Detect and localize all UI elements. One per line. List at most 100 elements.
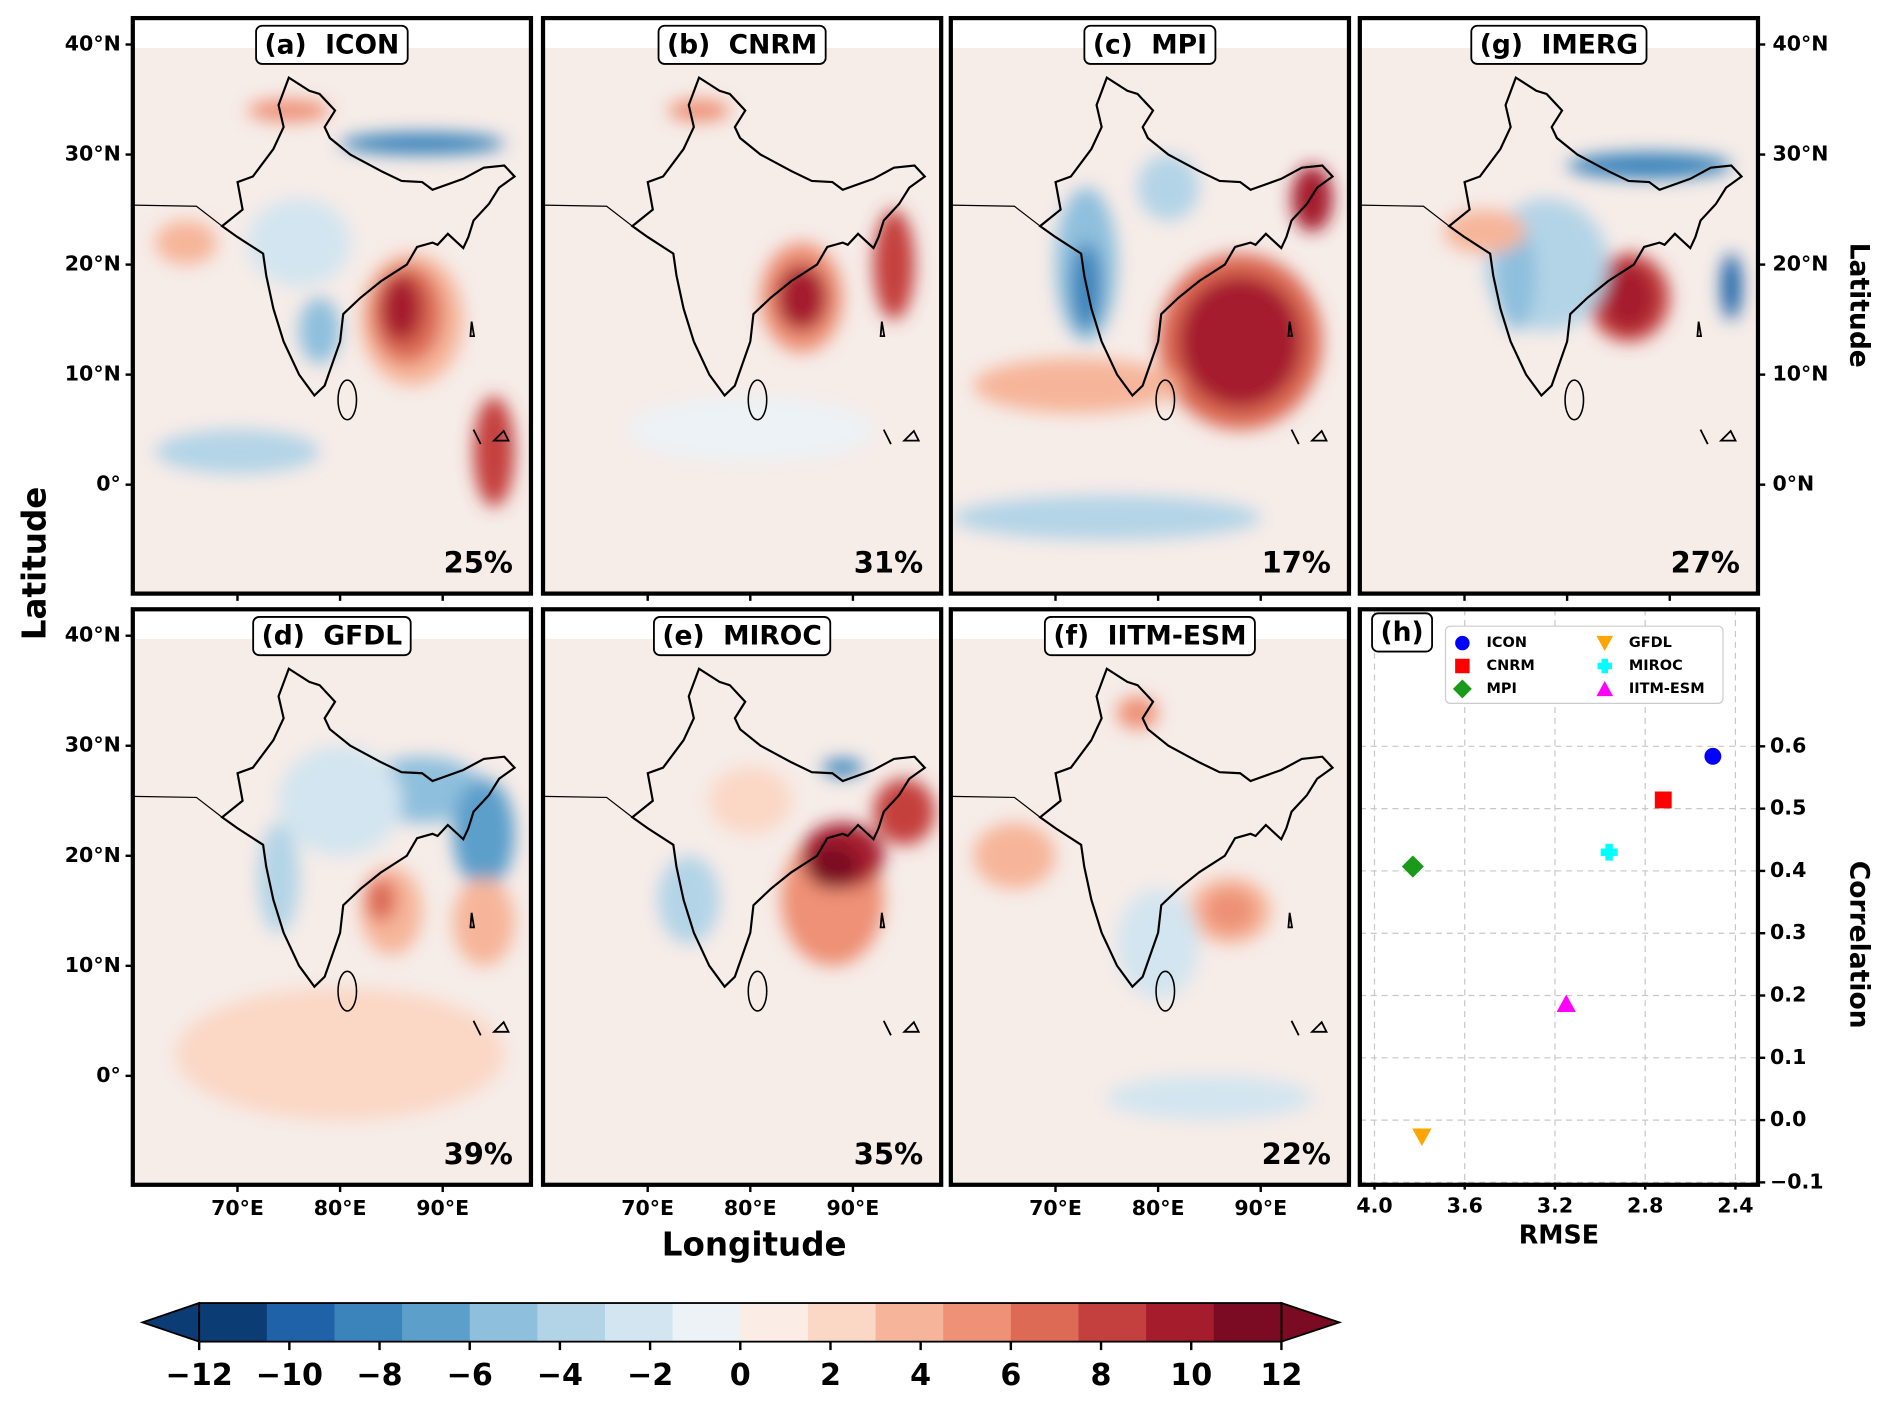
legend-label: ICON (1487, 635, 1527, 651)
legend-marker (1452, 679, 1472, 699)
coastline (220, 75, 517, 398)
panel-title: (h) (1380, 617, 1423, 648)
islands (469, 912, 510, 1036)
border-line (543, 795, 633, 818)
y-tick-label: 20°N (65, 843, 121, 867)
panel-title: (c) MPI (1093, 29, 1207, 60)
y-tick-label: 0.6 (1770, 733, 1806, 757)
anomaly-blob (1178, 275, 1302, 408)
anomaly-blob (873, 209, 915, 320)
scatter-point (1600, 843, 1618, 861)
anomaly-blob (1291, 165, 1333, 232)
panel-frame (948, 607, 1352, 1187)
anomaly-blob (1117, 696, 1159, 730)
y-tick-label: 30°N (65, 142, 121, 166)
colorbar-segment (266, 1303, 336, 1342)
y-tick-label-right: 40°N (1772, 32, 1828, 56)
islands (879, 912, 921, 1036)
scatter-point (1412, 1128, 1432, 1147)
x-tick-label: 70°E (1029, 1196, 1082, 1220)
panel-frame (1357, 15, 1761, 596)
anomaly-blob (452, 778, 515, 889)
legend-label: MIROC (1629, 658, 1683, 674)
anomaly-blob (1443, 209, 1527, 254)
x-tick-label: 70°E (211, 1196, 264, 1220)
colorbar-tick-label: 12 (1260, 1358, 1302, 1393)
panel-score: 25% (444, 546, 513, 580)
panel-title: (b) CNRM (667, 29, 817, 60)
sri-lanka (1155, 379, 1176, 421)
anomaly-blob (806, 844, 859, 889)
x-tick-label: 90°E (1234, 1196, 1287, 1220)
panel-title: (f) IITM-ESM (1053, 621, 1246, 652)
colorbar-tick-label: −8 (356, 1358, 402, 1393)
panel-frame (1357, 607, 1761, 1187)
panel-score: 39% (444, 1137, 513, 1171)
anomaly-field (1443, 152, 1742, 342)
y-tick-label: 0.4 (1770, 858, 1806, 882)
sri-lanka (1564, 379, 1585, 421)
x-tick-label: 80°E (1132, 1196, 1185, 1220)
anomaly-blob (155, 429, 320, 474)
sri-lanka (337, 379, 358, 421)
x-tick-label: 4.0 (1356, 1194, 1392, 1218)
legend-box (1444, 625, 1724, 704)
colorbar-tick-label: −4 (537, 1358, 583, 1393)
anomaly-blob (299, 297, 341, 364)
scatter-point (1704, 747, 1722, 765)
x-tick-label: 3.6 (1447, 1194, 1483, 1218)
islands (469, 321, 510, 445)
y-tick-label-right: 20°N (1772, 252, 1828, 276)
anomaly-blob (657, 855, 720, 944)
border-line (132, 204, 223, 227)
y-tick-label-right: 30°N (1772, 142, 1828, 166)
colorbar-tick-label: −6 (447, 1358, 493, 1393)
panel-score: 22% (1262, 1137, 1331, 1171)
anomaly-blob (627, 396, 874, 463)
map-field (132, 638, 531, 1185)
colorbar-extend-low (139, 1301, 201, 1343)
panel-title: (a) ICON (265, 29, 400, 60)
y-tick-label: 0.2 (1770, 983, 1806, 1007)
colorbar-tick-label: 0 (730, 1358, 751, 1393)
y-tick-label-right: 0°N (1772, 472, 1814, 496)
panel-title: (d) GFDL (262, 621, 403, 652)
y-axis-label-right: Latitude (1844, 243, 1875, 368)
colorbar-segment (199, 1303, 268, 1342)
anomaly-blob (175, 987, 505, 1120)
islands (1287, 321, 1328, 445)
legend-marker (1596, 635, 1614, 651)
colorbar-tick-label: −2 (627, 1358, 673, 1393)
panel-frame (130, 15, 534, 596)
colorbar-tick-label: 2 (820, 1358, 841, 1393)
panel-frame (540, 15, 944, 596)
panel-title-box (1470, 24, 1648, 65)
y-tick-label: 0.1 (1770, 1045, 1806, 1069)
x-tick-label: 70°E (621, 1196, 674, 1220)
colorbar-segment (1213, 1303, 1283, 1342)
legend-label: IITM-ESM (1629, 681, 1705, 697)
panel-title-box (1083, 24, 1217, 65)
colorbar-segment (943, 1303, 1012, 1342)
anomaly-blob (973, 358, 1179, 414)
anomaly-blob (709, 767, 792, 834)
colorbar-tick-label: 8 (1091, 1358, 1112, 1393)
y-tick-label: 0° (96, 472, 121, 496)
colorbar-segment (740, 1303, 809, 1342)
anomaly-blob (1603, 264, 1655, 331)
anomaly-blob (1721, 253, 1742, 320)
x-tick-label: 2.4 (1717, 1194, 1753, 1218)
y-tick-label: 40°N (65, 623, 121, 647)
panel-title-box (653, 616, 832, 657)
x-tick-label: 80°E (314, 1196, 367, 1220)
coastline (220, 667, 517, 989)
panel-title-box (1371, 612, 1433, 653)
legend-marker (1596, 681, 1614, 697)
colorbar-tick-label: 10 (1170, 1358, 1212, 1393)
islands (879, 321, 921, 445)
colorbar-segment (537, 1303, 606, 1342)
panel-score: 17% (1262, 546, 1331, 580)
coastline (630, 667, 927, 989)
panel-title-box (657, 24, 827, 65)
